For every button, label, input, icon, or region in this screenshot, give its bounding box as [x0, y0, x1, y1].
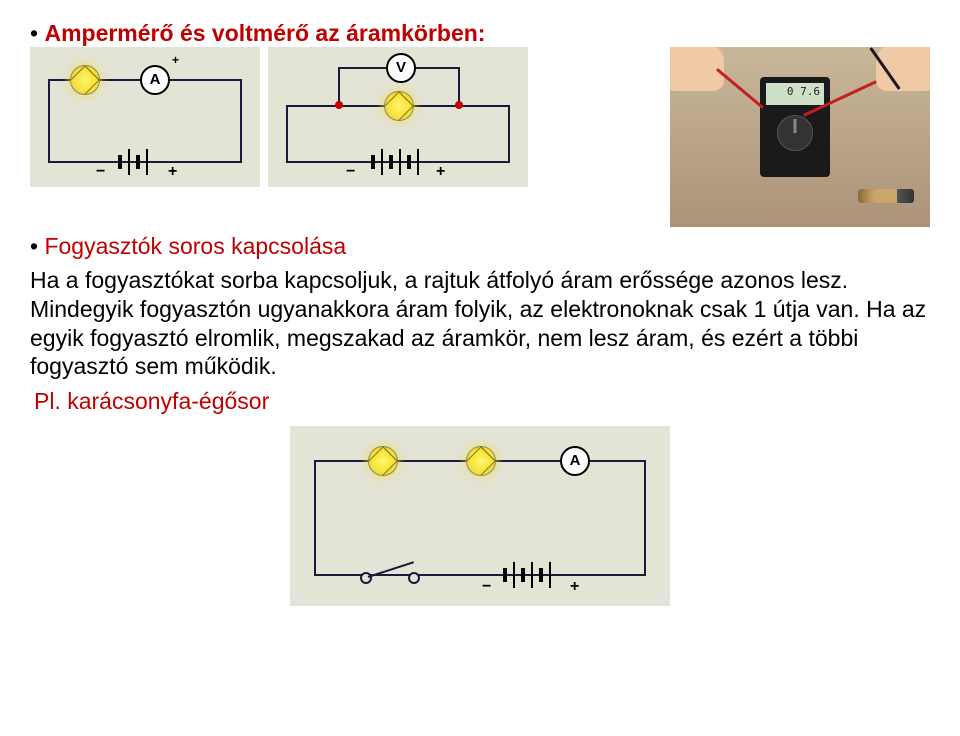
example-line: Pl. karácsonyfa-égősor [34, 387, 930, 416]
ammeter-symbol: A [140, 65, 170, 95]
bulb-icon [466, 446, 496, 476]
ammeter-circuit: A + − + [30, 47, 260, 187]
top-diagrams-row: A + − + V [30, 47, 930, 227]
plus-small-label: + [172, 53, 179, 67]
multimeter-dial-icon [777, 115, 813, 151]
subtitle-item: Fogyasztók soros kapcsolása Ha a fogyasz… [30, 233, 930, 416]
multimeter-screen: 0 7.6 [766, 83, 824, 105]
series-diagram-wrap: A − + [30, 426, 930, 612]
body-paragraph: Ha a fogyasztókat sorba kapcsoljuk, a ra… [30, 266, 930, 381]
minus-label: − [346, 163, 355, 181]
plus-label: + [168, 163, 177, 181]
switch-open-icon [360, 564, 420, 584]
page-title: Ampermérő és voltmérő az áramkörben: [44, 20, 485, 46]
content-list: Ampermérő és voltmérő az áramkörben: A +… [30, 20, 930, 416]
bulb-icon [70, 65, 100, 95]
battery-symbol [500, 560, 554, 588]
multimeter-photo: 0 7.6 [670, 47, 930, 227]
subtitle: Fogyasztók soros kapcsolása [44, 233, 346, 259]
title-item: Ampermérő és voltmérő az áramkörben: A +… [30, 20, 930, 227]
voltmeter-circuit: V − + [268, 47, 528, 187]
voltmeter-symbol: V [386, 53, 416, 83]
battery-symbol [368, 147, 422, 175]
ammeter-symbol: A [560, 446, 590, 476]
battery-symbol [115, 147, 151, 175]
minus-label: − [96, 163, 105, 181]
series-circuit: A − + [290, 426, 670, 606]
plus-label: + [436, 163, 445, 181]
multimeter-device: 0 7.6 [760, 77, 830, 177]
plus-label: + [570, 578, 579, 596]
body-text: Ha a fogyasztókat sorba kapcsoljuk, a ra… [30, 267, 926, 379]
node-icon [455, 101, 463, 109]
node-icon [335, 101, 343, 109]
battery-cell-icon [858, 189, 914, 203]
bulb-icon [384, 91, 414, 121]
minus-label: − [482, 578, 491, 596]
bulb-icon [368, 446, 398, 476]
